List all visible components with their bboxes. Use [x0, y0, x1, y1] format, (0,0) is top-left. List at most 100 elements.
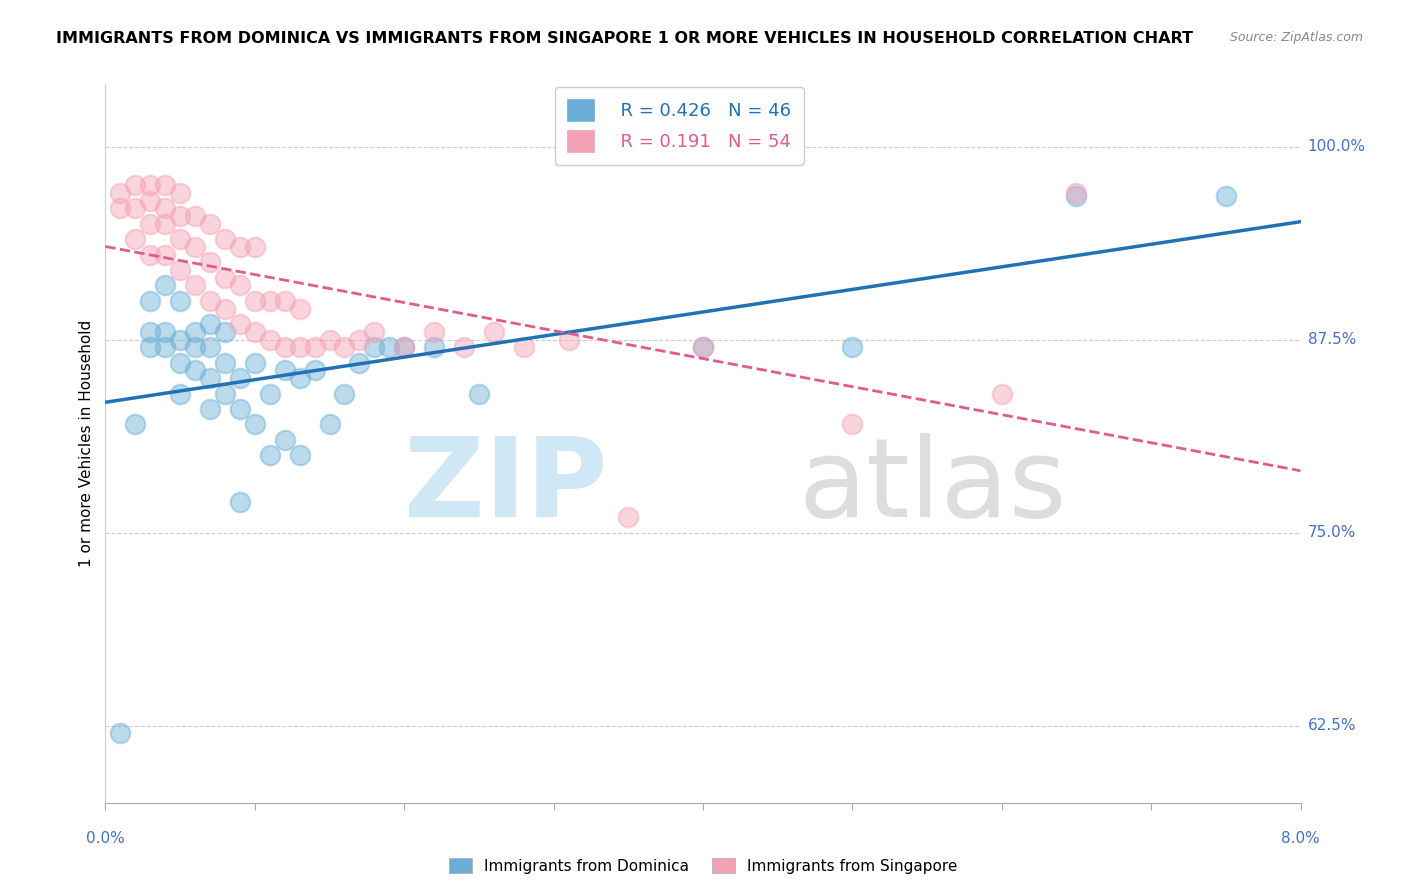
Point [363, 325, 385, 339]
Point [169, 232, 191, 246]
Point [259, 333, 281, 347]
Point [259, 448, 281, 462]
Point [139, 325, 162, 339]
Text: IMMIGRANTS FROM DOMINICA VS IMMIGRANTS FROM SINGAPORE 1 OR MORE VEHICLES IN HOUS: IMMIGRANTS FROM DOMINICA VS IMMIGRANTS F… [56, 31, 1194, 46]
Point [349, 356, 371, 370]
Point [153, 217, 177, 231]
Point [288, 340, 311, 354]
Point [259, 293, 281, 308]
Point [153, 325, 177, 339]
Text: Source: ZipAtlas.com: Source: ZipAtlas.com [1230, 31, 1364, 45]
Point [229, 494, 252, 508]
Point [288, 301, 311, 316]
Point [423, 325, 446, 339]
Point [124, 201, 146, 215]
Point [139, 247, 162, 261]
Point [692, 340, 714, 354]
Point [198, 402, 221, 417]
Point [214, 270, 236, 285]
Point [153, 201, 177, 215]
Point [243, 417, 266, 432]
Point [482, 325, 505, 339]
Point [214, 232, 236, 246]
Point [153, 247, 177, 261]
Point [304, 363, 326, 377]
Point [169, 209, 191, 223]
Point [169, 186, 191, 200]
Point [229, 371, 252, 385]
Point [841, 417, 863, 432]
Point [198, 293, 221, 308]
Legend: Immigrants from Dominica, Immigrants from Singapore: Immigrants from Dominica, Immigrants fro… [443, 852, 963, 880]
Point [243, 356, 266, 370]
Point [214, 301, 236, 316]
Point [124, 232, 146, 246]
Point [288, 371, 311, 385]
Point [139, 340, 162, 354]
Point [169, 333, 191, 347]
Point [110, 186, 132, 200]
Point [184, 325, 207, 339]
Text: atlas: atlas [799, 434, 1067, 541]
Point [1066, 186, 1088, 200]
Legend:   R = 0.426   N = 46,   R = 0.191   N = 54: R = 0.426 N = 46, R = 0.191 N = 54 [555, 87, 803, 165]
Point [557, 333, 579, 347]
Text: 87.5%: 87.5% [1308, 332, 1355, 347]
Point [841, 340, 863, 354]
Point [198, 255, 221, 269]
Point [184, 240, 207, 254]
Point [243, 240, 266, 254]
Point [198, 340, 221, 354]
Point [333, 340, 356, 354]
Point [259, 386, 281, 401]
Point [184, 209, 207, 223]
Point [990, 386, 1012, 401]
Text: 75.0%: 75.0% [1308, 525, 1355, 540]
Point [229, 278, 252, 293]
Point [273, 433, 295, 447]
Point [423, 340, 446, 354]
Point [169, 293, 191, 308]
Point [363, 340, 385, 354]
Point [273, 293, 295, 308]
Point [273, 340, 295, 354]
Point [214, 325, 236, 339]
Point [169, 386, 191, 401]
Point [392, 340, 416, 354]
Point [139, 178, 162, 193]
Point [349, 333, 371, 347]
Point [453, 340, 475, 354]
Point [184, 278, 207, 293]
Text: 100.0%: 100.0% [1308, 139, 1365, 154]
Point [110, 726, 132, 740]
Point [392, 340, 416, 354]
Point [229, 402, 252, 417]
Point [139, 293, 162, 308]
Point [333, 386, 356, 401]
Point [1066, 189, 1088, 203]
Point [273, 363, 295, 377]
Point [184, 363, 207, 377]
Point [288, 448, 311, 462]
Point [110, 201, 132, 215]
Point [243, 293, 266, 308]
Point [139, 194, 162, 208]
Text: ZIP: ZIP [404, 434, 607, 541]
Point [468, 386, 491, 401]
Point [229, 240, 252, 254]
Point [513, 340, 536, 354]
Point [153, 178, 177, 193]
Point [378, 340, 401, 354]
Point [139, 217, 162, 231]
Point [124, 417, 146, 432]
Point [318, 417, 340, 432]
Point [124, 178, 146, 193]
Point [198, 371, 221, 385]
Point [318, 333, 340, 347]
Point [692, 340, 714, 354]
Point [198, 317, 221, 331]
Point [198, 217, 221, 231]
Point [617, 510, 640, 524]
Point [169, 356, 191, 370]
Text: 62.5%: 62.5% [1308, 718, 1355, 733]
